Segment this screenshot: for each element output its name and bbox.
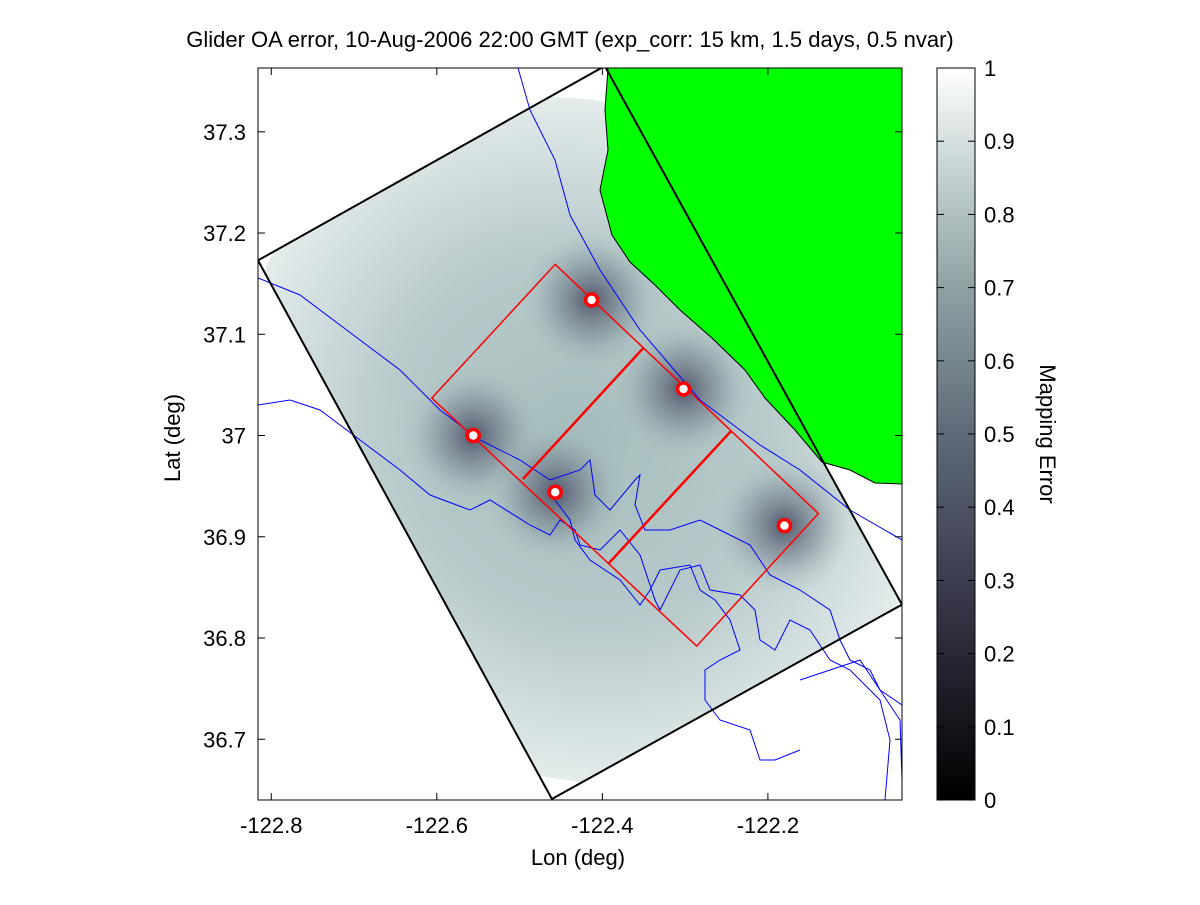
glider-markers — [465, 292, 793, 534]
grid-boxes — [430, 263, 820, 648]
domain-boundary — [258, 68, 902, 800]
colorbar-tick-label: 0.4 — [984, 495, 1015, 520]
y-tick-label: 37.3 — [203, 120, 246, 145]
colorbar-ticks: 0 0.1 0.2 0.3 0.4 0.5 0.6 0.7 0.8 0.9 1 — [937, 56, 1015, 813]
x-axis: -122.8 -122.6 -122.4 -122.2 — [240, 68, 799, 838]
x-axis-label: Lon (deg) — [531, 845, 625, 870]
colorbar-tick-label: 0.3 — [984, 568, 1015, 593]
grid-divider — [521, 347, 644, 480]
colorbar-tick-label: 0.5 — [984, 422, 1015, 447]
glider-marker — [465, 427, 481, 444]
chart-title: Glider OA error, 10-Aug-2006 22:00 GMT (… — [186, 27, 954, 52]
colorbar-tick-label: 0.8 — [984, 202, 1015, 227]
y-tick-label: 37 — [222, 424, 246, 449]
glider-marker — [547, 484, 563, 500]
contour-line — [258, 399, 891, 800]
y-tick-label: 36.9 — [203, 525, 246, 550]
x-tick-label: -122.8 — [240, 813, 302, 838]
colorbar-tick-label: 0.6 — [984, 349, 1015, 374]
y-tick-label: 36.7 — [203, 727, 246, 752]
contour-line — [554, 499, 801, 761]
x-tick-label: -122.4 — [571, 813, 633, 838]
y-tick-label: 37.2 — [203, 221, 246, 246]
x-tick-label: -122.2 — [737, 813, 799, 838]
glider-marker — [583, 292, 600, 308]
grid-divider — [608, 430, 732, 564]
glider-marker — [675, 381, 692, 397]
glider-marker — [776, 517, 793, 534]
colorbar-tick-label: 0 — [984, 788, 996, 813]
contour-line — [517, 68, 902, 541]
colorbar-tick-label: 0.1 — [984, 715, 1015, 740]
x-tick-label: -122.6 — [406, 813, 468, 838]
contour-line — [799, 659, 902, 781]
colorbar-tick-label: 0.9 — [984, 129, 1015, 154]
y-axis: 36.7 36.8 36.9 37 37.1 37.2 37.3 — [203, 120, 902, 752]
axes-box — [257, 67, 903, 801]
colorbar-tick-label: 0.2 — [984, 642, 1015, 667]
colorbar-label: Mapping Error — [1035, 364, 1060, 503]
colorbar-tick-label: 0.7 — [984, 276, 1015, 301]
y-tick-label: 37.1 — [203, 322, 246, 347]
grid-outline — [430, 263, 820, 648]
y-axis-label: Lat (deg) — [160, 394, 185, 482]
colorbar-tick-label: 1 — [984, 56, 996, 81]
y-tick-label: 36.8 — [203, 626, 246, 651]
land-mass — [599, 68, 902, 485]
